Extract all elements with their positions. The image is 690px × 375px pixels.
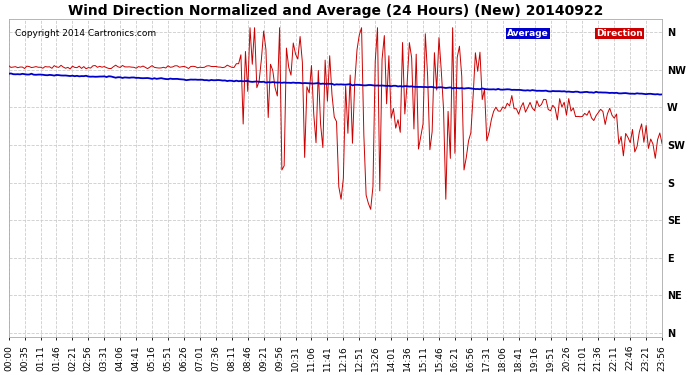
Text: Copyright 2014 Cartronics.com: Copyright 2014 Cartronics.com <box>15 29 157 38</box>
Text: Direction: Direction <box>596 29 643 38</box>
Title: Wind Direction Normalized and Average (24 Hours) (New) 20140922: Wind Direction Normalized and Average (2… <box>68 4 603 18</box>
Text: Average: Average <box>507 29 549 38</box>
